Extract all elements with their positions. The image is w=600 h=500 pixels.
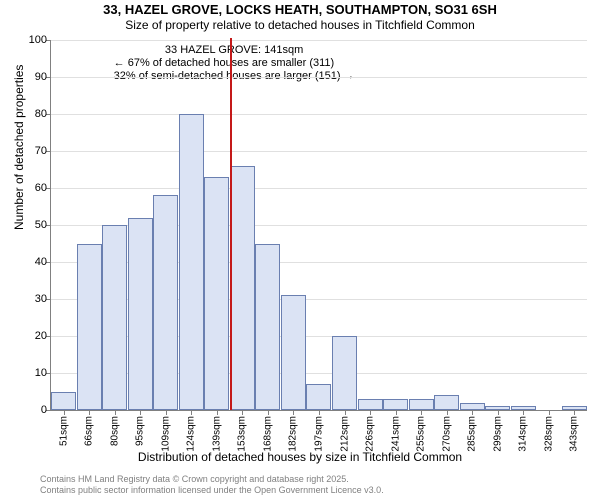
x-tick-label: 285sqm xyxy=(467,416,478,452)
x-tick-mark xyxy=(447,410,448,415)
x-tick-label: 168sqm xyxy=(262,416,273,452)
chart-main-title: 33, HAZEL GROVE, LOCKS HEATH, SOUTHAMPTO… xyxy=(0,2,600,17)
x-tick-label: 255sqm xyxy=(416,416,427,452)
reference-line xyxy=(230,38,232,410)
x-tick-mark xyxy=(191,410,192,415)
x-tick-label: 212sqm xyxy=(339,416,350,452)
x-tick-mark xyxy=(498,410,499,415)
x-tick-mark xyxy=(217,410,218,415)
x-tick-label: 241sqm xyxy=(390,416,401,452)
y-tick-label: 80 xyxy=(35,108,47,120)
y-tick-label: 30 xyxy=(35,293,47,305)
x-tick-label: 95sqm xyxy=(135,416,146,446)
x-tick-label: 80sqm xyxy=(109,416,120,446)
y-tick-label: 10 xyxy=(35,367,47,379)
y-tick-label: 50 xyxy=(35,219,47,231)
x-tick-label: 153sqm xyxy=(237,416,248,452)
gridline xyxy=(51,40,587,41)
x-tick-label: 51sqm xyxy=(58,416,69,446)
histogram-bar xyxy=(409,399,434,410)
y-axis-label: Number of detached properties xyxy=(12,65,26,230)
x-tick-label: 66sqm xyxy=(84,416,95,446)
x-tick-mark xyxy=(472,410,473,415)
gridline xyxy=(51,114,587,115)
histogram-bar xyxy=(51,392,76,411)
x-tick-label: 343sqm xyxy=(569,416,580,452)
footer-line-1: Contains HM Land Registry data © Crown c… xyxy=(40,474,384,485)
histogram-bar xyxy=(460,403,485,410)
x-tick-label: 328sqm xyxy=(543,416,554,452)
histogram-bar xyxy=(204,177,229,410)
x-tick-label: 109sqm xyxy=(160,416,171,452)
footer-line-2: Contains public sector information licen… xyxy=(40,485,384,496)
y-tick-label: 60 xyxy=(35,182,47,194)
y-tick-label: 40 xyxy=(35,256,47,268)
x-tick-mark xyxy=(549,410,550,415)
x-tick-mark xyxy=(115,410,116,415)
x-tick-label: 314sqm xyxy=(518,416,529,452)
x-tick-mark xyxy=(523,410,524,415)
histogram-bar xyxy=(358,399,383,410)
x-tick-label: 124sqm xyxy=(186,416,197,452)
histogram-bar xyxy=(281,295,306,410)
y-tick-label: 70 xyxy=(35,145,47,157)
x-tick-label: 139sqm xyxy=(211,416,222,452)
histogram-bar xyxy=(383,399,408,410)
x-tick-mark xyxy=(370,410,371,415)
x-tick-mark xyxy=(319,410,320,415)
histogram-bar xyxy=(230,166,255,410)
histogram-bar xyxy=(434,395,459,410)
y-tick-label: 90 xyxy=(35,71,47,83)
histogram-bar xyxy=(153,195,178,410)
gridline xyxy=(51,77,587,78)
x-tick-label: 182sqm xyxy=(288,416,299,452)
y-tick-label: 20 xyxy=(35,330,47,342)
x-tick-mark xyxy=(268,410,269,415)
gridline xyxy=(51,188,587,189)
y-tick-label: 100 xyxy=(29,34,47,46)
histogram-bar xyxy=(306,384,331,410)
x-tick-mark xyxy=(421,410,422,415)
histogram-bar xyxy=(128,218,153,410)
x-tick-mark xyxy=(89,410,90,415)
x-tick-mark xyxy=(574,410,575,415)
gridline xyxy=(51,151,587,152)
histogram-bar xyxy=(332,336,357,410)
x-axis-label: Distribution of detached houses by size … xyxy=(0,450,600,464)
x-tick-label: 299sqm xyxy=(492,416,503,452)
x-tick-mark xyxy=(396,410,397,415)
histogram-bar xyxy=(179,114,204,410)
y-tick-label: 0 xyxy=(41,404,47,416)
x-tick-label: 270sqm xyxy=(441,416,452,452)
x-tick-label: 197sqm xyxy=(314,416,325,452)
x-tick-mark xyxy=(293,410,294,415)
x-tick-mark xyxy=(345,410,346,415)
x-tick-mark xyxy=(166,410,167,415)
histogram-bar xyxy=(77,244,102,411)
x-tick-mark xyxy=(64,410,65,415)
x-tick-mark xyxy=(140,410,141,415)
chart-plot-area: 010203040506070809010051sqm66sqm80sqm95s… xyxy=(50,40,587,411)
x-tick-mark xyxy=(242,410,243,415)
x-tick-label: 226sqm xyxy=(365,416,376,452)
histogram-bar xyxy=(255,244,280,411)
chart-sub-title: Size of property relative to detached ho… xyxy=(0,18,600,32)
histogram-bar xyxy=(102,225,127,410)
footer-attribution: Contains HM Land Registry data © Crown c… xyxy=(40,474,384,496)
